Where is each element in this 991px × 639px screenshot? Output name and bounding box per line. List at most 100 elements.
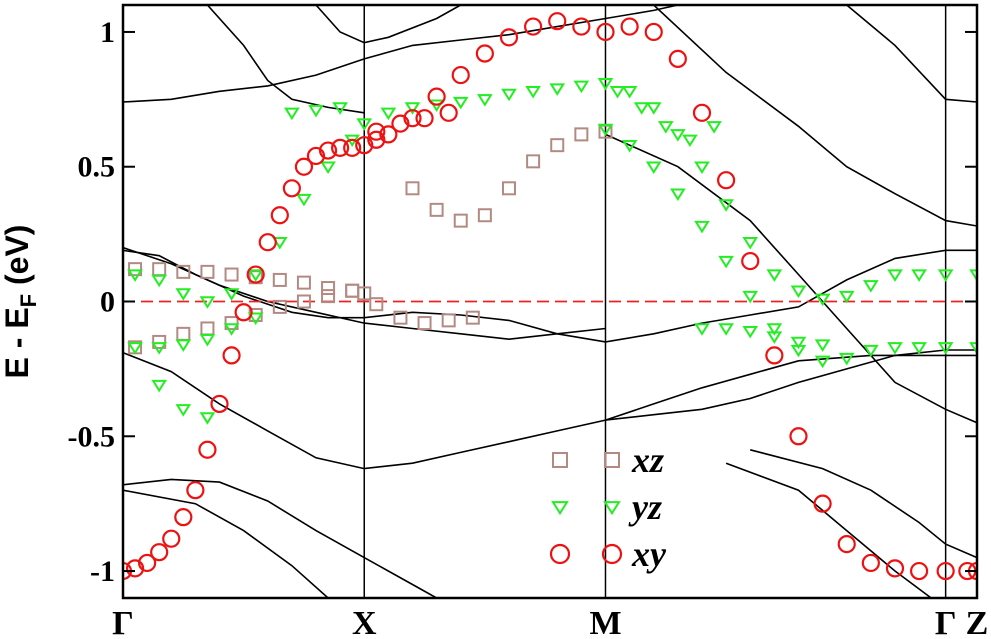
band-line-11 [725, 462, 932, 598]
yz-point-54 [742, 290, 759, 304]
xy-point-28 [524, 17, 543, 36]
yz-point-23 [670, 129, 686, 142]
yz-point-22 [645, 102, 662, 115]
xy-point-12 [258, 233, 277, 252]
band-line-10 [749, 449, 977, 559]
yz-point-18 [549, 83, 566, 96]
yz-point-28 [790, 285, 807, 299]
xz-point-9 [345, 283, 360, 298]
y-tick-label-2: 0 [100, 286, 115, 319]
xy-point-13 [270, 206, 289, 225]
band-line-12 [206, 5, 365, 114]
y-axis-title: E - EF (eV) [0, 225, 41, 379]
y-axis-ticks: -1 -0.5 0 0.5 1 [68, 16, 977, 588]
xz-point-17 [152, 334, 167, 349]
xy-point-31 [596, 22, 615, 42]
xy-point-10 [234, 303, 253, 322]
y-tick-label-4: 1 [100, 16, 115, 49]
y-axis-title-sub: F [16, 294, 41, 307]
band-line-8 [653, 5, 977, 227]
band-line-4 [123, 5, 679, 103]
yz-point-32 [887, 269, 903, 282]
yz-point-46 [308, 104, 324, 118]
xy-point-9 [222, 346, 241, 365]
kpoint-label-3: Γ [935, 605, 957, 639]
yz-point-43 [175, 404, 192, 417]
band-line-2 [123, 478, 437, 598]
xy-point-40 [813, 494, 832, 513]
xy-point-1 [125, 559, 145, 578]
yz-point-0 [127, 269, 143, 282]
xz-point-28 [453, 213, 468, 228]
xz-point-19 [200, 321, 215, 336]
xz-point-20 [224, 316, 239, 331]
yz-point-73 [682, 134, 698, 148]
yz-point-74 [706, 121, 722, 134]
yz-point-51 [670, 188, 686, 201]
xy-point-15 [294, 157, 314, 176]
xz-point-11 [369, 297, 384, 312]
yz-point-29 [814, 293, 831, 307]
yz-point-8 [320, 161, 336, 175]
yz-point-47 [332, 102, 348, 115]
xz-point-25 [345, 283, 360, 298]
yz-point-36 [127, 342, 143, 355]
y-axis-title-main: E - E [0, 307, 35, 378]
xz-point-26 [405, 181, 420, 196]
series-xz [128, 124, 613, 355]
kpoint-label-4: Z [966, 605, 989, 639]
xz-point-4 [224, 267, 239, 282]
yz-point-20 [597, 77, 614, 91]
yz-point-30 [838, 290, 855, 304]
xz-point-14 [441, 313, 456, 328]
legend-marker-xz-a [552, 452, 568, 468]
yz-point-19 [573, 80, 590, 94]
legend-entry-yz: yz [551, 487, 662, 527]
yz-point-4 [223, 288, 240, 301]
yz-point-65 [718, 323, 734, 336]
xz-point-13 [417, 316, 432, 331]
yz-point-71 [633, 102, 650, 115]
xy-point-19 [343, 138, 362, 157]
band-line-3 [123, 489, 329, 598]
y-axis-title-unit: (eV) [0, 225, 35, 294]
yz-point-15 [477, 94, 493, 107]
y-tick-label-1: -0.5 [68, 420, 116, 453]
yz-point-25 [718, 199, 734, 212]
y-tick-label-0: -1 [90, 555, 115, 588]
legend-entry-xz: xz [552, 440, 664, 480]
yz-point-37 [151, 342, 167, 355]
xy-point-37 [741, 251, 760, 271]
xy-point-43 [885, 559, 905, 578]
yz-point-40 [223, 323, 240, 336]
legend-marker-xy-b [601, 543, 623, 565]
y-tick-label-3: 0.5 [78, 151, 116, 184]
yz-point-14 [452, 96, 469, 110]
xy-point-32 [620, 17, 639, 36]
yz-point-42 [151, 379, 167, 393]
yz-point-3 [199, 296, 216, 309]
yz-point-2 [175, 288, 192, 301]
xy-point-16 [306, 146, 326, 166]
kpoint-label-2: M [589, 605, 621, 639]
yz-point-52 [694, 220, 710, 234]
xy-point-4 [162, 529, 181, 548]
xy-point-39 [789, 427, 808, 446]
yz-point-64 [694, 323, 710, 336]
xy-point-49 [391, 114, 410, 133]
yz-point-13 [428, 99, 445, 113]
xy-point-42 [861, 553, 880, 573]
legend-label-yz: yz [628, 487, 662, 527]
xy-point-20 [355, 136, 374, 155]
yz-point-39 [199, 334, 216, 347]
xy-point-35 [692, 103, 712, 122]
xy-point-33 [644, 22, 663, 42]
band-line-0 [123, 249, 977, 343]
yz-point-68 [790, 336, 807, 350]
xy-point-27 [499, 28, 519, 47]
xy-point-34 [668, 49, 687, 69]
xz-point-22 [272, 299, 287, 314]
xy-point-11 [246, 265, 265, 284]
